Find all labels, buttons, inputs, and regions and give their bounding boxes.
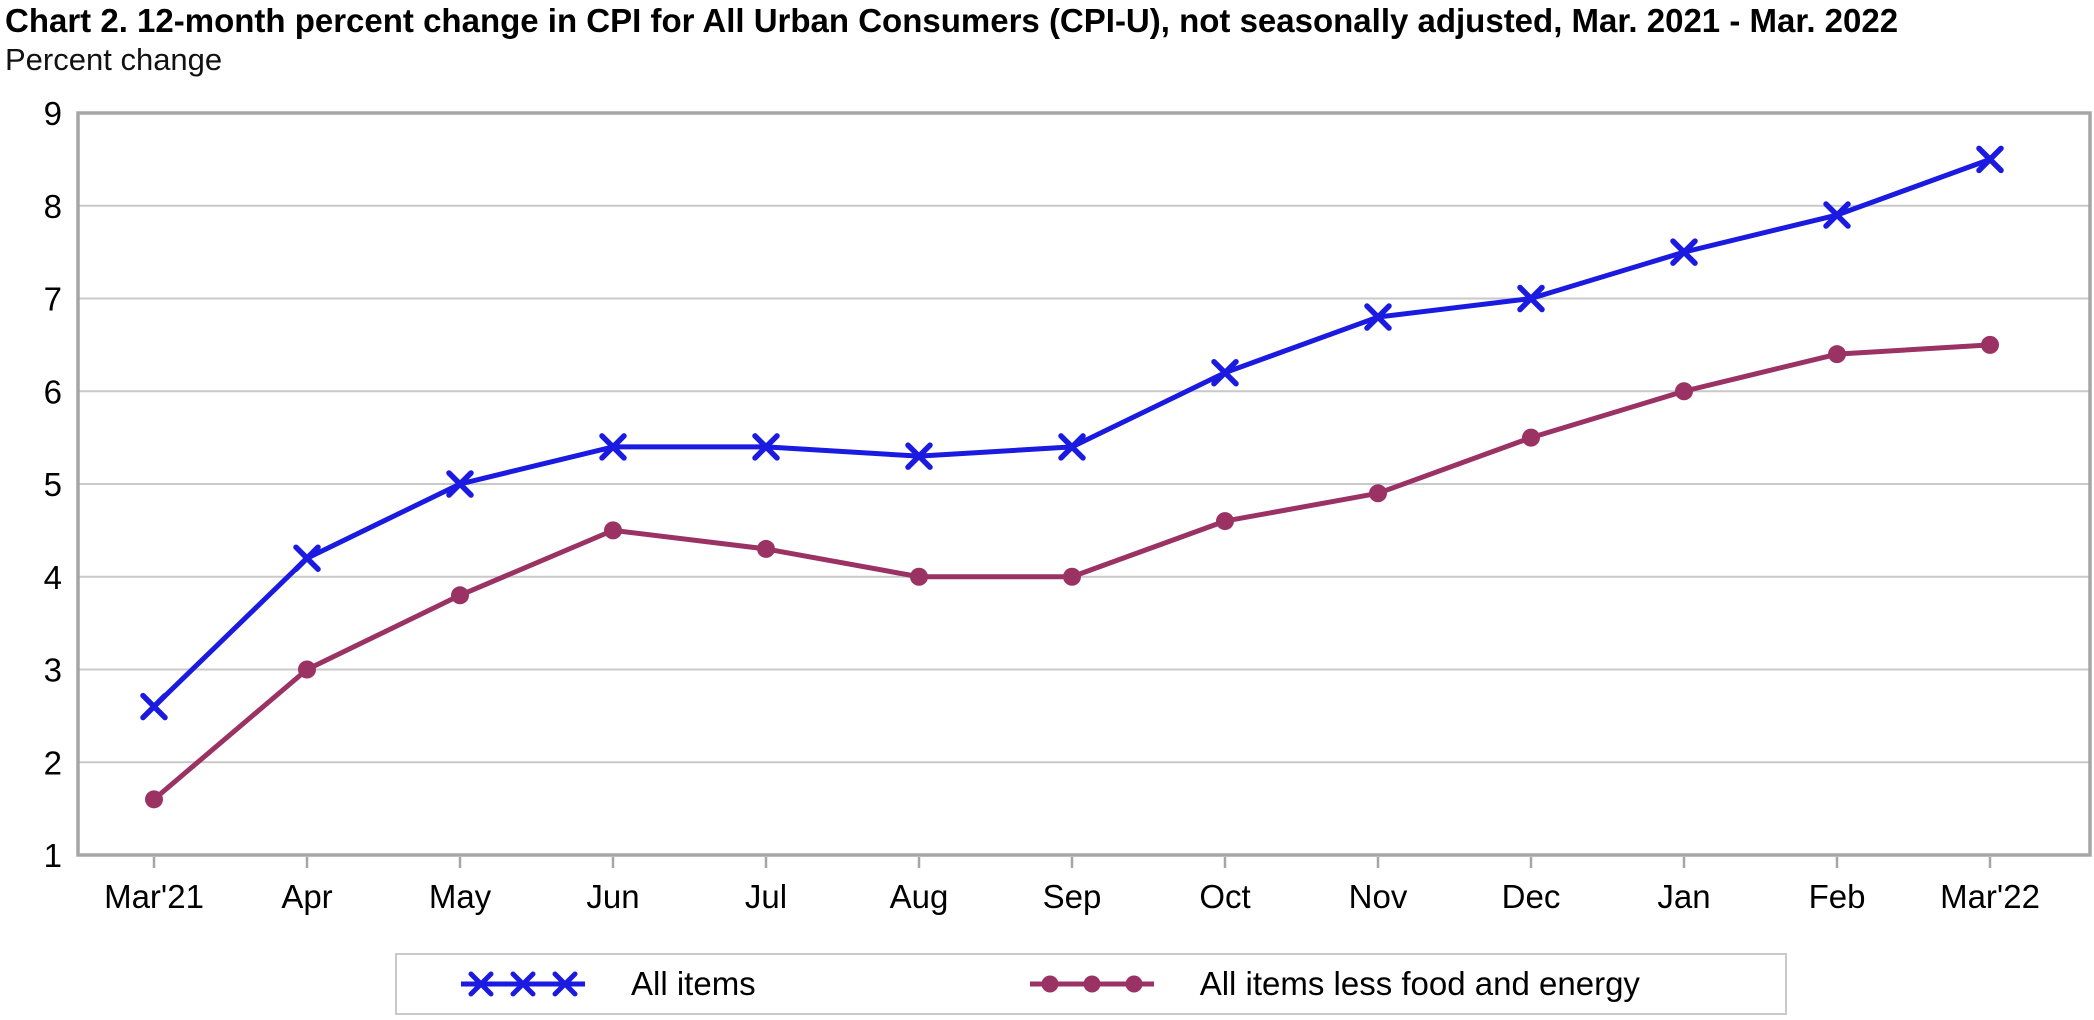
- y-axis-tick-label: 4: [44, 559, 62, 596]
- x-axis-tick-label: Apr: [281, 878, 332, 915]
- x-axis-tick-label: Feb: [1809, 878, 1866, 915]
- x-axis-tick-label: Dec: [1502, 878, 1561, 915]
- legend-circle-marker-icon: [1083, 975, 1101, 993]
- x-axis-tick-label: Sep: [1043, 878, 1102, 915]
- data-point-marker: [1675, 382, 1693, 401]
- data-point-marker: [446, 470, 474, 498]
- data-point-marker: [1364, 303, 1392, 331]
- data-point-marker: [1522, 428, 1540, 447]
- x-axis-tick-label: May: [429, 878, 492, 915]
- data-point-marker: [604, 521, 622, 540]
- y-axis-tick-label: 3: [44, 652, 62, 689]
- data-point-marker: [451, 586, 469, 605]
- y-axis-tick-label: 7: [44, 281, 62, 318]
- series-line: [152, 157, 1991, 709]
- data-point-marker: [599, 433, 627, 461]
- plot-svg: 1 2 3 4 5 6 7 8 9 Mar'21 Apr May Jun Jul Aug Sep Oct Nov D…: [44, 95, 2092, 915]
- data-point-marker: [910, 567, 928, 586]
- series-all-items-less-food-and-energy: [145, 335, 1999, 809]
- data-point-marker: [1058, 433, 1086, 461]
- all-items-line-swatch: [461, 971, 585, 997]
- y-axis-tick-label: 2: [44, 744, 62, 781]
- y-axis-tick-label: 1: [44, 837, 62, 874]
- data-point-marker: [1828, 345, 1846, 364]
- data-point-marker: [1981, 335, 1999, 354]
- data-point-marker: [1211, 358, 1239, 387]
- legend-label-core: All items less food and energy: [1199, 965, 1640, 1002]
- data-point-marker: [1976, 145, 2004, 174]
- legend: All items All items less food and energy: [395, 953, 1787, 1015]
- x-axis-tick-label: Jun: [586, 878, 639, 915]
- data-point-marker: [905, 442, 933, 470]
- core-line-swatch: [1029, 975, 1154, 993]
- data-point-marker: [1369, 484, 1387, 503]
- legend-x-marker-icon: [510, 971, 536, 997]
- x-axis-tick-label: Mar'21: [104, 878, 204, 915]
- x-axis-tick-label: Mar'22: [1940, 878, 2040, 915]
- data-point-marker: [140, 692, 168, 721]
- plot-border: [76, 111, 2092, 857]
- x-axis-tick-label: Nov: [1349, 878, 1408, 915]
- legend-label-all-items: All items: [631, 965, 756, 1002]
- y-axis-tick-label: 9: [44, 95, 62, 132]
- legend-item-all-items: All items: [459, 965, 756, 1003]
- legend-item-core: All items less food and energy: [1028, 965, 1640, 1003]
- data-point-marker: [145, 790, 163, 809]
- data-point-marker: [1823, 201, 1851, 229]
- x-axis-tick-label: Oct: [1199, 878, 1250, 915]
- x-axis-tick-label: Aug: [890, 878, 949, 915]
- data-point-marker: [1517, 284, 1545, 313]
- data-point-marker: [298, 660, 316, 679]
- legend-x-marker-icon: [552, 971, 578, 997]
- data-point-marker: [1216, 512, 1234, 531]
- y-axis-tick-label: 6: [44, 373, 62, 410]
- data-point-marker: [293, 544, 321, 572]
- data-point-marker: [1670, 238, 1698, 266]
- series-all-items: [140, 145, 2004, 721]
- y-axis-tick-label: 5: [44, 466, 62, 503]
- x-axis-tick-label: Jul: [745, 878, 787, 915]
- data-point-marker: [1063, 567, 1081, 586]
- y-axis-title: Percent change: [5, 42, 223, 77]
- legend-circle-marker-icon: [1041, 975, 1059, 993]
- x-axis-tick-label: Jan: [1657, 878, 1710, 915]
- data-point-marker: [752, 433, 780, 461]
- legend-x-marker-icon: [468, 971, 494, 997]
- chart-title: Chart 2. 12-month percent change in CPI …: [5, 2, 1899, 39]
- data-point-marker: [757, 539, 775, 558]
- legend-circle-marker-icon: [1125, 975, 1143, 993]
- y-axis-tick-label: 8: [44, 188, 62, 225]
